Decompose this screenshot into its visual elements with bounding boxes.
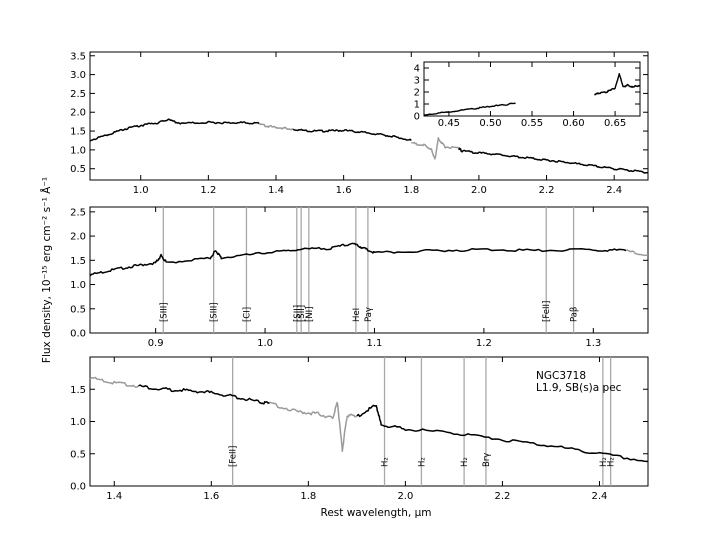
- middle-spectrum-grey: [625, 249, 649, 257]
- inset-spectrum-undefined: [424, 102, 516, 116]
- inset-x-tick-label: 0.65: [604, 118, 626, 129]
- inset-x-tick-label: 0.55: [521, 118, 543, 129]
- middle-x-tick-label: 0.9: [148, 338, 164, 349]
- inset-spectrum-undefined: [593, 73, 641, 96]
- bottom-spectrum-black: [356, 404, 649, 463]
- inset-x-tick-label: 0.50: [479, 118, 501, 129]
- middle-emission-line-label: Paγ: [364, 307, 374, 322]
- bottom-spectrum-grey: [89, 376, 139, 388]
- top-y-tick-label: 1.5: [70, 127, 86, 138]
- middle-emission-line-label: [CI]: [242, 307, 252, 322]
- x-axis-title: Rest wavelength, μm: [321, 507, 432, 519]
- top-x-tick-label: 2.2: [539, 185, 555, 196]
- top-y-tick-label: 2.0: [70, 108, 86, 119]
- y-axis-title: Flux density, 10⁻¹⁵ erg cm⁻² s⁻¹ Å⁻¹: [40, 177, 53, 363]
- top-x-tick-label: 2.0: [471, 185, 487, 196]
- middle-y-tick-label: 2.5: [70, 207, 86, 218]
- bottom-emission-line-label: H₂: [599, 457, 609, 467]
- top-frame: [89, 51, 649, 181]
- top-y-tick-label: 3.5: [70, 51, 86, 62]
- bottom-y-tick-label: 0.0: [70, 482, 86, 493]
- top-y-tick-label: 3.0: [70, 70, 86, 81]
- top-x-tick-label: 1.6: [336, 185, 352, 196]
- middle-y-tick-label: 0.5: [70, 304, 86, 315]
- inset-y-tick-label: 4: [414, 64, 420, 75]
- bottom-emission-line-label: [FeII]: [229, 446, 239, 467]
- bottom-y-tick-label: 0.5: [70, 449, 86, 460]
- inset-x-tick-label: 0.45: [438, 118, 460, 129]
- middle-emission-line-label: [NI]: [305, 307, 315, 323]
- middle-emission-line-label: [FeII]: [542, 301, 552, 322]
- middle-spectrum-black: [89, 242, 627, 277]
- top-spectrum-black: [89, 118, 260, 142]
- inset-y-tick-label: 2: [414, 88, 420, 99]
- bottom-x-tick-label: 1.4: [106, 491, 122, 502]
- middle-x-tick-label: 1.0: [257, 338, 273, 349]
- bottom-emission-line-label: H₂: [417, 457, 427, 467]
- bottom-x-tick-label: 2.4: [592, 491, 608, 502]
- top-x-tick-label: 1.2: [200, 185, 216, 196]
- bottom-emission-line-label: Brγ: [482, 453, 492, 467]
- bottom-x-tick-label: 2.2: [494, 491, 510, 502]
- top-spectrum-grey: [411, 137, 460, 160]
- middle-x-tick-label: 1.1: [367, 338, 383, 349]
- middle-y-tick-label: 0.0: [70, 329, 86, 340]
- middle-emission-line-label: HeI: [352, 308, 362, 322]
- bottom-emission-line-label: H₂: [381, 457, 391, 467]
- middle-x-tick-label: 1.3: [585, 338, 601, 349]
- middle-y-tick-label: 2.0: [70, 232, 86, 243]
- top-y-tick-label: 1.0: [70, 145, 86, 156]
- bottom-x-tick-label: 2.0: [397, 491, 413, 502]
- bottom-x-tick-label: 1.6: [203, 491, 219, 502]
- middle-panel: 0.9 1.0 1.1 1.2 1.3 0.0 0.5 1.0 1.5 2.0 2.5 [SIII] […: [70, 206, 649, 349]
- inset-x-tick-label: 0.60: [562, 118, 584, 129]
- middle-emission-line-label: [SII]: [297, 305, 307, 322]
- top-spectrum-black: [458, 147, 649, 174]
- inset-y-tick-label: 0: [414, 112, 420, 123]
- bottom-emission-line-label: H₂: [607, 457, 617, 467]
- top-y-tick-label: 2.5: [70, 89, 86, 100]
- middle-emission-line-label: Paβ: [570, 307, 580, 322]
- middle-frame: [89, 206, 649, 334]
- top-x-tick-label: 1.4: [268, 185, 284, 196]
- bottom-emission-line-label: H₂: [460, 457, 470, 467]
- middle-emission-line-label: [SIII]: [210, 302, 220, 322]
- top-spectrum-grey: [258, 122, 294, 131]
- bottom-y-tick-label: 1.5: [70, 385, 86, 396]
- middle-y-tick-label: 1.5: [70, 256, 86, 267]
- top-spectrum-black: [292, 128, 412, 142]
- top-x-tick-label: 1.0: [133, 185, 149, 196]
- top-x-tick-label: 2.4: [606, 185, 622, 196]
- object-classification: L1.9, SB(s)a pec: [536, 382, 622, 394]
- middle-emission-line-label: [SIII]: [159, 302, 169, 322]
- top-panel: 1.0 1.2 1.4 1.6 1.8 2.0 2.2 2.4 0.5 1.0 1.5 2.0 2.5 3…: [70, 51, 649, 196]
- bottom-spectrum-black: [138, 384, 270, 405]
- bottom-y-tick-label: 1.0: [70, 417, 86, 428]
- bottom-panel: 1.4 1.6 1.8 2.0 2.2 2.40.00.51.01.5[FeII] H₂ H₂…: [70, 356, 649, 502]
- middle-x-tick-label: 1.2: [476, 338, 492, 349]
- bottom-x-tick-label: 1.8: [300, 491, 316, 502]
- object-name: NGC3718: [536, 370, 586, 382]
- middle-y-tick-label: 1.0: [70, 280, 86, 291]
- inset-frame: [423, 61, 641, 117]
- top-x-tick-label: 1.8: [403, 185, 419, 196]
- inset-y-tick-label: 3: [414, 76, 420, 87]
- top-y-tick-label: 0.5: [70, 164, 86, 175]
- bottom-spectrum-grey: [269, 401, 358, 453]
- middle-emission-line-label: [SII]: [293, 305, 303, 322]
- inset-y-tick-label: 1: [414, 100, 420, 111]
